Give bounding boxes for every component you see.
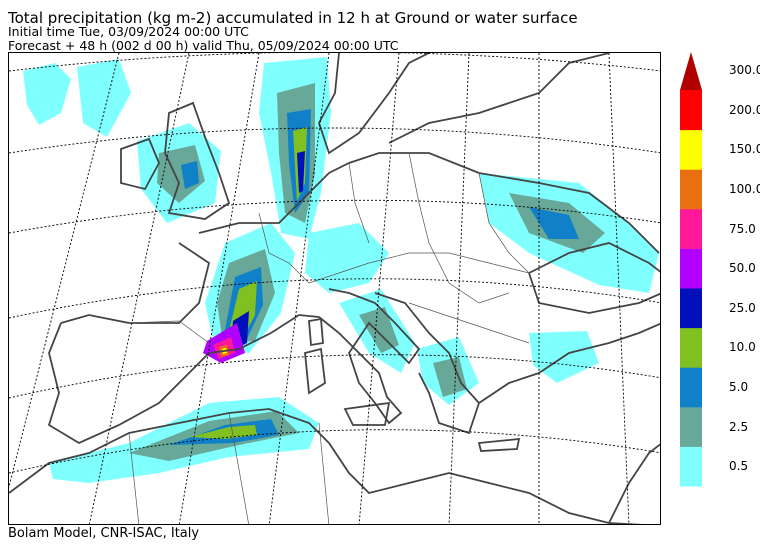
national-borders xyxy=(128,152,530,524)
precip-area-north-africa-heavy xyxy=(189,425,257,439)
border-central-europe xyxy=(308,252,530,284)
coastline-sicily xyxy=(343,401,391,426)
border-balkans xyxy=(408,302,530,344)
precip-area-greece xyxy=(433,357,467,397)
colorbar-segment xyxy=(680,327,702,368)
coastline-adriatic-balkans xyxy=(374,292,481,435)
border-france-spain xyxy=(128,320,210,344)
colorbar-tick-label: 0.5 xyxy=(729,459,749,474)
colorbar-arrow xyxy=(680,52,702,90)
colorbar-segment xyxy=(680,90,702,131)
colorbar-tick-label: 2.5 xyxy=(729,419,749,434)
precipitation-map xyxy=(8,52,661,525)
coastline-iberia xyxy=(47,322,210,445)
model-credit: Bolam Model, CNR-ISAC, Italy xyxy=(8,526,200,541)
parallel-line xyxy=(9,429,660,474)
meridian-line xyxy=(608,53,630,524)
precip-area-italy-mid xyxy=(359,307,399,353)
border-eastern-europe xyxy=(408,152,510,304)
parallel-line xyxy=(9,199,660,234)
coastline-aegean-turkey xyxy=(478,322,660,404)
colorbar-segment xyxy=(680,406,702,447)
coastline-western-europe xyxy=(198,152,660,254)
coastline-north-africa xyxy=(9,408,643,524)
meridian-line xyxy=(268,53,330,524)
colorbar-tick-label: 100.0 xyxy=(729,182,760,196)
parallel-line xyxy=(9,53,660,72)
colorbar-tick-label: 300.0 xyxy=(729,63,760,78)
border-ukraine xyxy=(478,172,530,274)
meridian-line xyxy=(448,53,470,524)
colorbar-segment xyxy=(680,446,702,487)
coastline-ireland xyxy=(120,137,160,191)
colorbar-segment xyxy=(680,367,702,408)
coastline-sardinia xyxy=(304,347,326,395)
parallel-line xyxy=(9,354,660,399)
coastline-italy xyxy=(318,288,421,425)
border-france-germany xyxy=(258,212,310,284)
border-north-africa xyxy=(128,412,330,524)
colorbar-segment xyxy=(680,169,702,210)
coastline-great-britain xyxy=(164,101,231,220)
precip-area-atlantic-n xyxy=(77,59,131,137)
meridian-line xyxy=(358,53,400,524)
coastline-corsica xyxy=(308,317,324,347)
map-title: Total precipitation (kg m-2) accumulated… xyxy=(8,9,578,27)
coastline-black-sea xyxy=(528,242,660,314)
colorbar-tick-label: 150.0 xyxy=(729,142,760,157)
precipitation-colorbar xyxy=(680,52,702,492)
colorbar-segment xyxy=(680,208,702,249)
colorbar-tick-label: 50.0 xyxy=(729,261,756,276)
colorbar-segment xyxy=(680,288,702,329)
coastline-crete xyxy=(477,437,521,452)
colorbar-segment xyxy=(680,248,702,289)
precip-area-north-sea-intense xyxy=(297,151,305,193)
initial-time-label: Initial time Tue, 03/09/2024 00:00 UTC xyxy=(8,24,249,39)
precipitation-fields xyxy=(23,57,659,483)
precip-area-atlantic-nw xyxy=(23,63,71,125)
coastline-eastern-med xyxy=(608,443,660,524)
graticule xyxy=(9,53,660,524)
meridian-line xyxy=(9,53,120,489)
colorbar-canvas xyxy=(680,52,702,487)
precip-area-black-sea-moderate xyxy=(529,207,579,239)
forecast-valid-label: Forecast + 48 h (002 d 00 h) valid Thu, … xyxy=(8,38,399,53)
coastlines xyxy=(9,53,660,524)
parallel-line xyxy=(9,278,660,319)
map-canvas xyxy=(9,53,660,524)
meridian-line xyxy=(88,53,190,524)
precip-area-central-europe xyxy=(305,223,389,293)
colorbar-tick-label: 25.0 xyxy=(729,300,756,315)
border-germany-poland xyxy=(348,162,370,244)
parallel-line xyxy=(9,127,660,154)
coastline-scandinavia xyxy=(318,53,430,155)
colorbar-tick-label: 75.0 xyxy=(729,221,756,236)
precip-area-british-isles-core xyxy=(181,161,199,189)
coastline-bay-of-biscay xyxy=(60,242,211,324)
colorbar-tick-label: 10.0 xyxy=(729,340,756,355)
colorbar-segment xyxy=(680,129,702,170)
colorbar-tick-label: 5.0 xyxy=(729,380,749,394)
coastline-baltic xyxy=(388,53,610,144)
coastline-gulf-of-lion xyxy=(208,314,320,354)
colorbar-tick-label: 200.0 xyxy=(729,102,760,117)
